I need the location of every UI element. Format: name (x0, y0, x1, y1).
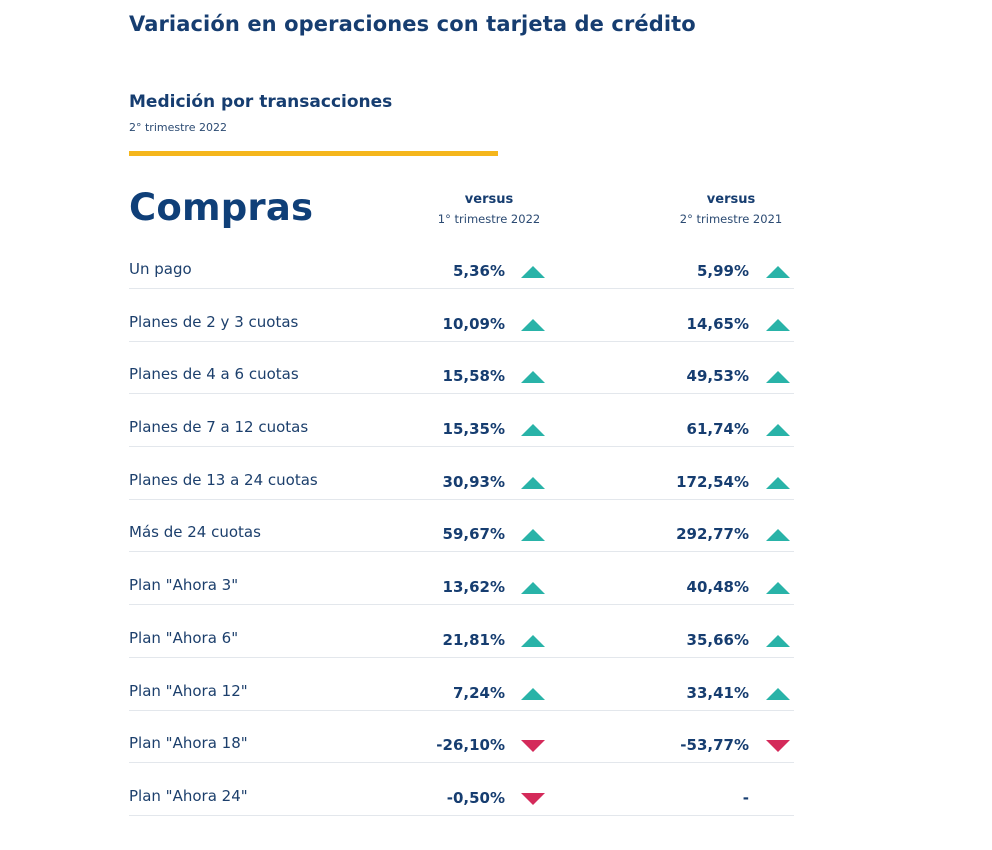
value-vs-q1-2022: 15,35% (442, 420, 505, 439)
value-vs-q2-2021: 35,66% (686, 630, 749, 649)
table-row: Plan "Ahora 18" -26,10% -53,77% (129, 726, 796, 779)
value-vs-q2-2021: 40,48% (686, 578, 749, 597)
value-vs-q2-2021: 61,74% (686, 420, 749, 439)
row-divider (129, 814, 794, 816)
value-vs-q1-2022: 21,81% (442, 630, 505, 649)
row-label: Planes de 2 y 3 cuotas (129, 312, 299, 331)
table-row: Plan "Ahora 24" -0,50% - (129, 779, 796, 832)
trend-up-icon (766, 529, 790, 542)
value-vs-q2-2021: 172,54% (676, 472, 749, 491)
trend-up-icon (766, 476, 790, 489)
column-header-q1-2022: versus 1° trimestre 2022 (389, 192, 589, 228)
table-row: Plan "Ahora 6" 21,81% 35,66% (129, 621, 796, 674)
row-label: Planes de 13 a 24 cuotas (129, 470, 318, 489)
comparison-table: Un pago 5,36% 5,99% Planes de 2 y 3 cuotas 1… (129, 252, 796, 832)
row-label: Plan "Ahora 12" (129, 681, 248, 700)
trend-up-icon (766, 318, 790, 331)
table-row: Planes de 13 a 24 cuotas 30,93% 172,54% (129, 463, 796, 516)
column-header-label: versus (464, 192, 514, 207)
trend-up-icon (521, 634, 545, 647)
column-header-label: versus (706, 192, 756, 207)
table-row: Planes de 4 a 6 cuotas 15,58% 49,53% (129, 357, 796, 410)
value-vs-q1-2022: -26,10% (436, 736, 505, 755)
trend-up-icon (521, 266, 545, 278)
category-heading: Compras (129, 186, 314, 229)
value-vs-q1-2022: 59,67% (442, 525, 505, 544)
row-divider (129, 656, 794, 658)
trend-up-icon (521, 424, 545, 437)
table-row: Un pago 5,36% 5,99% (129, 252, 796, 305)
trend-up-icon (766, 687, 790, 700)
column-header-q2-2021: versus 2° trimestre 2021 (631, 192, 831, 228)
trend-up-icon (766, 371, 790, 384)
trend-up-icon (521, 371, 545, 384)
column-header-period: 1° trimestre 2022 (437, 212, 541, 226)
trend-up-icon (521, 582, 545, 595)
row-label: Plan "Ahora 24" (129, 786, 248, 805)
trend-up-icon (521, 476, 545, 489)
trend-down-icon (521, 792, 545, 805)
table-row: Plan "Ahora 3" 13,62% 40,48% (129, 568, 796, 621)
row-divider (129, 288, 794, 289)
trend-up-icon (766, 582, 790, 595)
trend-up-icon (521, 318, 545, 331)
value-vs-q2-2021: -53,77% (680, 736, 749, 755)
row-divider (129, 393, 794, 395)
trend-up-icon (766, 266, 790, 278)
trend-up-icon (766, 424, 790, 437)
table-row: Planes de 2 y 3 cuotas 10,09% 14,65% (129, 305, 796, 358)
row-divider (129, 762, 794, 764)
row-divider (129, 604, 794, 606)
row-divider (129, 340, 794, 342)
table-row: Plan "Ahora 12" 7,24% 33,41% (129, 674, 796, 727)
trend-up-icon (521, 687, 545, 700)
value-vs-q1-2022: 15,58% (442, 367, 505, 386)
value-vs-q2-2021: 14,65% (686, 314, 749, 333)
value-vs-q1-2022: 13,62% (442, 578, 505, 597)
row-divider (129, 498, 794, 500)
trend-down-icon (521, 740, 545, 753)
table-row: Más de 24 cuotas 59,67% 292,77% (129, 515, 796, 568)
table-row: Planes de 7 a 12 cuotas 15,35% 61,74% (129, 410, 796, 463)
section-period: 2° trimestre 2022 (129, 121, 227, 134)
column-header-period: 2° trimestre 2021 (679, 212, 783, 226)
value-vs-q1-2022: -0,50% (446, 788, 505, 807)
row-label: Plan "Ahora 3" (129, 576, 239, 595)
trend-up-icon (521, 529, 545, 542)
page-title: Variación en operaciones con tarjeta de … (129, 12, 696, 36)
value-vs-q1-2022: 30,93% (442, 472, 505, 491)
row-label: Más de 24 cuotas (129, 523, 261, 542)
row-divider (129, 446, 794, 448)
trend-down-icon (766, 740, 790, 753)
value-vs-q1-2022: 7,24% (452, 683, 505, 702)
accent-divider (129, 151, 498, 156)
trend-up-icon (766, 634, 790, 647)
row-label: Plan "Ahora 6" (129, 628, 239, 647)
section-title: Medición por transacciones (129, 92, 393, 112)
value-vs-q2-2021: 49,53% (686, 367, 749, 386)
row-label: Plan "Ahora 18" (129, 734, 248, 753)
row-label: Planes de 7 a 12 cuotas (129, 418, 309, 437)
value-vs-q2-2021: - (742, 788, 749, 807)
value-vs-q2-2021: 292,77% (676, 525, 749, 544)
row-label: Planes de 4 a 6 cuotas (129, 365, 299, 384)
value-vs-q2-2021: 33,41% (686, 683, 749, 702)
value-vs-q1-2022: 10,09% (442, 314, 505, 333)
value-vs-q1-2022: 5,36% (452, 262, 505, 280)
value-vs-q2-2021: 5,99% (696, 262, 749, 280)
row-divider (129, 551, 794, 553)
row-divider (129, 709, 794, 711)
row-label: Un pago (129, 260, 192, 278)
